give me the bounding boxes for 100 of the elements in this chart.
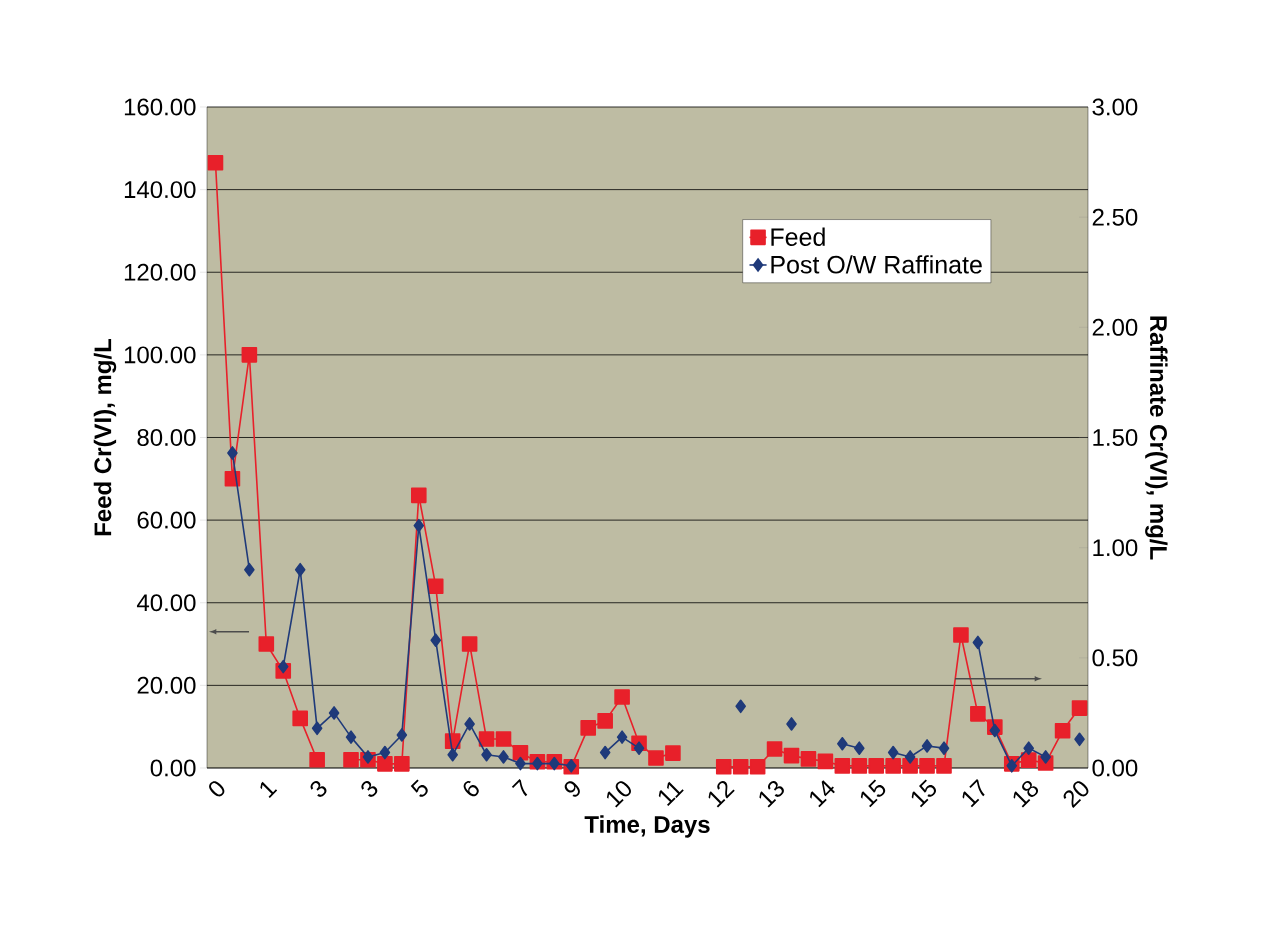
x-tick-label: 17 (962, 778, 985, 808)
point (311, 721, 323, 736)
point (277, 659, 289, 674)
y-tick-label: 120.00 (124, 263, 196, 281)
y-tick-label: 40.00 (136, 594, 196, 612)
point (919, 758, 935, 774)
point (328, 706, 340, 720)
point (735, 699, 746, 714)
y-tick-label: 0.00 (150, 759, 196, 777)
point (989, 723, 1001, 738)
point (614, 689, 630, 705)
point (379, 745, 391, 760)
x-tick-label: 3 (310, 780, 327, 797)
point (396, 728, 408, 742)
y-tick-label: 100.00 (124, 346, 196, 364)
point (953, 627, 969, 643)
point (430, 633, 442, 647)
point (616, 730, 628, 744)
point (241, 347, 258, 363)
y2-axis-title: Raffinate Cr(VI), mg/L (1145, 316, 1168, 560)
point (1040, 750, 1051, 764)
point (1054, 723, 1071, 739)
y2-tick-label: 1.00 (1093, 539, 1138, 557)
point (292, 710, 308, 727)
y2-tick-label: 2.00 (1092, 318, 1138, 336)
x-tick-label: 12 (708, 780, 735, 808)
y-tick-label: 20.00 (137, 676, 196, 694)
y2-tick-label: 0.50 (1092, 649, 1138, 667)
point (377, 756, 393, 772)
point (599, 745, 611, 760)
x-axis-title: Time, Days (584, 815, 710, 838)
point (837, 736, 848, 751)
y2-tick-label: 3.00 (1092, 98, 1138, 116)
point (749, 758, 766, 775)
point (597, 713, 613, 729)
y2-tick-label: 0.00 (1092, 759, 1138, 777)
point (498, 750, 509, 764)
point (970, 706, 986, 722)
point (478, 731, 495, 747)
point (665, 745, 681, 761)
y-tick-label: 140.00 (124, 181, 196, 199)
legend-label: Feed (771, 227, 825, 246)
point (481, 747, 492, 762)
point (464, 717, 475, 731)
x-tick-label: 3 (361, 780, 378, 797)
point (1074, 732, 1085, 747)
x-tick-label: 5 (410, 779, 428, 797)
point (461, 636, 478, 652)
point (410, 487, 427, 504)
x-tick-label: 15 (860, 779, 886, 808)
point (345, 730, 357, 744)
point (447, 747, 458, 762)
point (427, 578, 444, 595)
point (1020, 752, 1037, 768)
point (800, 751, 817, 767)
point (972, 635, 984, 650)
point (515, 756, 526, 771)
x-tick-label: 20 (1063, 781, 1089, 808)
point (715, 758, 732, 775)
point (294, 562, 306, 577)
x-tick-label: 18 (1013, 780, 1039, 808)
y-axis-title: Feed Cr(VI), mg/L (93, 338, 117, 536)
point (309, 751, 325, 768)
point (413, 518, 425, 533)
point (343, 751, 359, 768)
point (580, 720, 597, 736)
point (885, 758, 901, 774)
x-tick-label: 6 (463, 780, 479, 797)
point (362, 750, 374, 764)
x-tick-label: 9 (564, 781, 580, 797)
x-tick-label: 11 (658, 781, 684, 807)
y2-tick-label: 1.50 (1093, 429, 1138, 446)
x-tick-label: 0 (209, 781, 225, 797)
point (853, 741, 865, 755)
point (1071, 700, 1088, 716)
x-tick-label: 13 (759, 780, 784, 808)
point (394, 756, 410, 772)
point (633, 741, 645, 755)
point (495, 731, 512, 747)
x-tick-label: 15 (911, 779, 937, 808)
y-tick-label: 60.00 (137, 511, 196, 529)
point (938, 741, 950, 755)
x-tick-label: 7 (511, 778, 528, 797)
y-tick-label: 160.00 (124, 98, 196, 116)
point (258, 636, 275, 652)
point (921, 739, 933, 753)
y2-tick-label: 2.50 (1092, 208, 1138, 226)
point (227, 446, 238, 460)
y-tick-label: 80.00 (137, 429, 196, 446)
x-tick-label: 14 (810, 780, 835, 808)
x-tick-label: 10 (606, 781, 631, 808)
point (834, 758, 851, 774)
point (244, 562, 255, 577)
point (783, 747, 800, 764)
point (207, 154, 224, 171)
point (868, 758, 885, 774)
point (817, 753, 834, 770)
point (936, 758, 952, 774)
point (732, 758, 749, 775)
point (648, 750, 664, 766)
